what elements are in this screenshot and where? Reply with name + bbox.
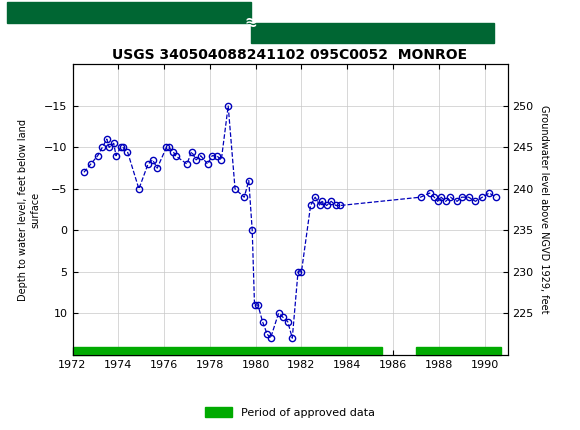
Bar [7,2,251,22]
Bar [416,347,501,355]
Text: ≋: ≋ [244,15,257,30]
Y-axis label: Groundwater level above NGVD 1929, feet: Groundwater level above NGVD 1929, feet [539,105,549,314]
Text: USGS: USGS [503,14,558,31]
Bar [72,347,382,355]
Text: USGS 340504088241102 095C0052  MONROE: USGS 340504088241102 095C0052 MONROE [113,48,467,62]
Bar [251,22,494,43]
Bar [7,2,494,43]
Y-axis label: Depth to water level, feet below land
surface: Depth to water level, feet below land su… [19,119,40,301]
Legend: Period of approved data: Period of approved data [200,402,380,422]
